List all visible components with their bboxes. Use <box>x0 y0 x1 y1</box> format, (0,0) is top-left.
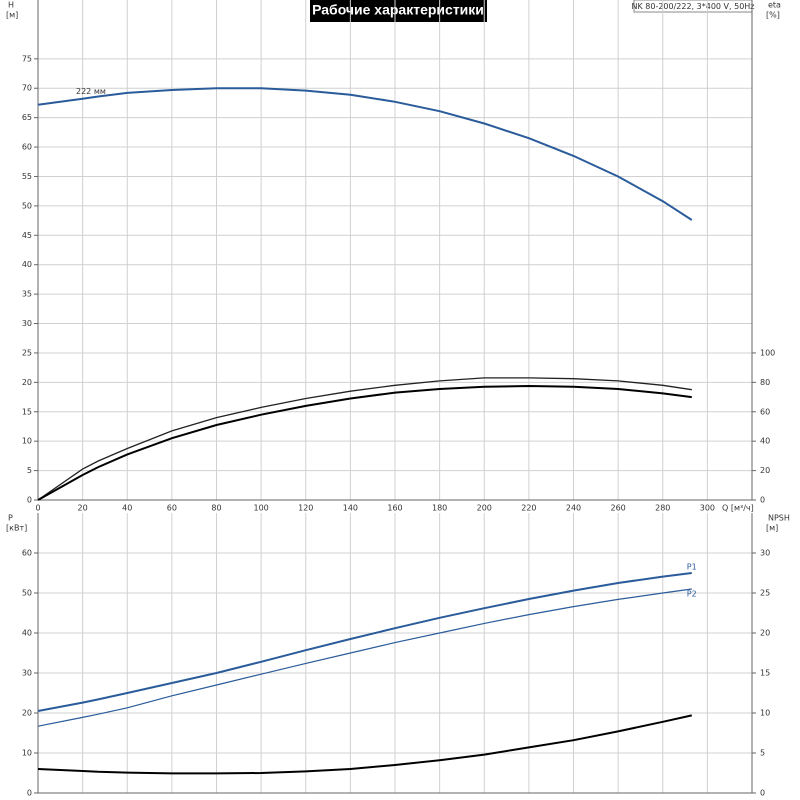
y2-tick-label: 30 <box>760 549 770 558</box>
x-tick-label: 0 <box>35 504 40 513</box>
x-tick-label: 180 <box>432 504 447 513</box>
y-tick-label: 40 <box>22 629 32 638</box>
y-tick-label: 55 <box>22 172 32 181</box>
x-tick-label: 100 <box>253 504 268 513</box>
y2-tick-label: 15 <box>760 669 770 678</box>
x-tick-label: 120 <box>298 504 313 513</box>
y-tick-label: 50 <box>22 201 32 210</box>
chart-title: Рабочие характеристики <box>312 2 484 18</box>
y-tick-label: 40 <box>22 260 32 269</box>
x-tick-label: 160 <box>387 504 402 513</box>
x-tick-label: 220 <box>521 504 536 513</box>
chart-subtitle: NK 80-200/222, 3*400 V, 50Hz <box>631 2 754 11</box>
x-tick-label: 300 <box>700 504 715 513</box>
y2-tick-label: 5 <box>760 749 765 758</box>
x-tick-label: 260 <box>610 504 625 513</box>
y-tick-label: 35 <box>22 290 32 299</box>
curve <box>37 87 693 221</box>
x-tick-label: 140 <box>343 504 358 513</box>
y-tick-label: 50 <box>22 589 32 598</box>
x-tick-label: 40 <box>122 504 132 513</box>
curve <box>37 572 692 712</box>
y-tick-label: 65 <box>22 113 32 122</box>
series-label: 222 мм <box>76 87 106 96</box>
y-tick-label: 20 <box>22 378 32 387</box>
curve <box>37 714 693 775</box>
x-tick-label: 20 <box>78 504 88 513</box>
curve <box>37 377 692 501</box>
y-axis-label: H <box>8 1 14 10</box>
y-tick-label: 10 <box>22 437 32 446</box>
curve <box>37 384 692 501</box>
y-tick-label: 5 <box>27 466 32 475</box>
y-axis-unit: [кВт] <box>6 524 27 533</box>
y2-axis-unit: [%] <box>766 11 780 20</box>
y2-axis-label: NPSH <box>768 514 790 523</box>
y2-tick-label: 10 <box>760 709 770 718</box>
x-tick-label: 200 <box>477 504 492 513</box>
curve <box>37 588 692 727</box>
y2-tick-label: 0 <box>760 496 765 505</box>
y-axis-unit: [м] <box>6 11 18 20</box>
y-tick-label: 0 <box>27 789 32 798</box>
y2-tick-label: 20 <box>760 466 770 475</box>
y2-tick-label: 80 <box>760 378 770 387</box>
x-tick-label: 280 <box>655 504 670 513</box>
y-tick-label: 20 <box>22 709 32 718</box>
x-tick-label: 80 <box>211 504 221 513</box>
y2-tick-label: 25 <box>760 589 770 598</box>
y2-axis-unit: [м] <box>766 524 778 533</box>
x-tick-label: 60 <box>167 504 177 513</box>
y2-tick-label: 100 <box>760 348 775 357</box>
y2-tick-label: 20 <box>760 629 770 638</box>
y2-tick-label: 40 <box>760 437 770 446</box>
y-tick-label: 10 <box>22 749 32 758</box>
y-tick-label: 30 <box>22 319 32 328</box>
y-axis-label: P <box>8 514 13 523</box>
y2-tick-label: 0 <box>760 789 765 798</box>
series-label: P2 <box>687 590 697 599</box>
y-tick-label: 45 <box>22 231 32 240</box>
y2-axis-label: eta <box>768 1 781 10</box>
x-axis-label: Q [м³/ч] <box>722 504 754 513</box>
y-tick-label: 60 <box>22 143 32 152</box>
y2-tick-label: 60 <box>760 407 770 416</box>
title-box <box>310 0 487 22</box>
y-tick-label: 15 <box>22 407 32 416</box>
y-tick-label: 0 <box>27 496 32 505</box>
y-tick-label: 70 <box>22 84 32 93</box>
y-tick-label: 60 <box>22 549 32 558</box>
series-label: P1 <box>687 563 697 572</box>
y-tick-label: 75 <box>22 54 32 63</box>
x-tick-label: 240 <box>566 504 581 513</box>
y-tick-label: 30 <box>22 669 32 678</box>
y-tick-label: 25 <box>22 348 32 357</box>
